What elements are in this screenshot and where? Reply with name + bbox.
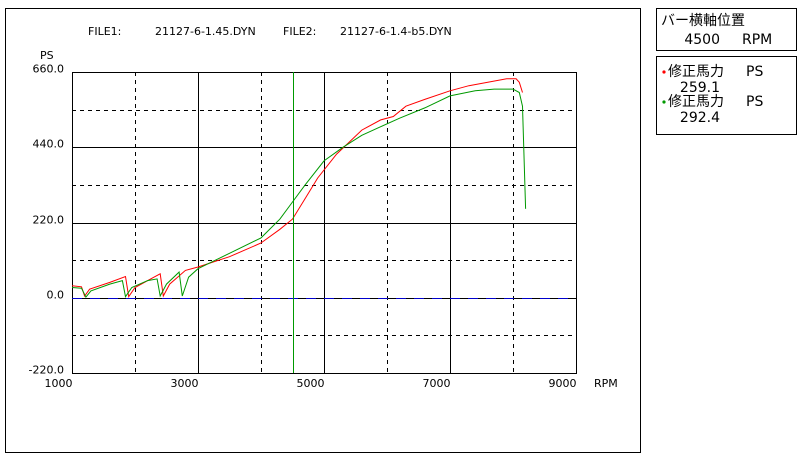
series-line xyxy=(71,88,527,299)
plot-frame xyxy=(72,72,577,374)
cursor-value: 4500 xyxy=(684,32,720,48)
legend-dot xyxy=(662,100,666,104)
readout-label: 修正馬力 xyxy=(668,64,724,80)
x-tick-label: 5000 xyxy=(297,377,325,390)
series-line xyxy=(71,78,523,299)
readout-panel xyxy=(656,56,797,135)
readout-value: 259.1 xyxy=(680,80,720,96)
x-tick-label: 9000 xyxy=(549,377,577,390)
file-name: 21127-6-1.45.DYN xyxy=(155,25,256,38)
y-tick-label: 660.0 xyxy=(33,63,65,76)
y-tick-label: 220.0 xyxy=(33,214,65,227)
readout-unit: PS xyxy=(746,64,763,80)
y-tick-label: -220.0 xyxy=(29,364,64,377)
readout-label: 修正馬力 xyxy=(668,94,724,110)
cursor-unit: RPM xyxy=(742,32,772,48)
y-tick-label: 440.0 xyxy=(33,138,65,151)
x-tick-label: 1000 xyxy=(45,377,73,390)
file-label: FILE1: xyxy=(88,25,121,38)
legend-dot xyxy=(662,70,666,74)
file-label: FILE2: xyxy=(283,25,316,38)
file-name: 21127-6-1.4-b5.DYN xyxy=(340,25,452,38)
readout-value: 292.4 xyxy=(680,110,720,126)
cursor-title: バー横軸位置 xyxy=(661,13,745,29)
x-axis-label: RPM xyxy=(594,377,618,390)
x-tick-label: 7000 xyxy=(423,377,451,390)
chart-frame xyxy=(5,8,641,453)
y-tick-label: 0.0 xyxy=(47,289,65,302)
readout-unit: PS xyxy=(746,94,763,110)
y-axis-label: PS xyxy=(40,49,54,62)
x-tick-label: 3000 xyxy=(171,377,199,390)
cursor-panel xyxy=(656,8,797,51)
